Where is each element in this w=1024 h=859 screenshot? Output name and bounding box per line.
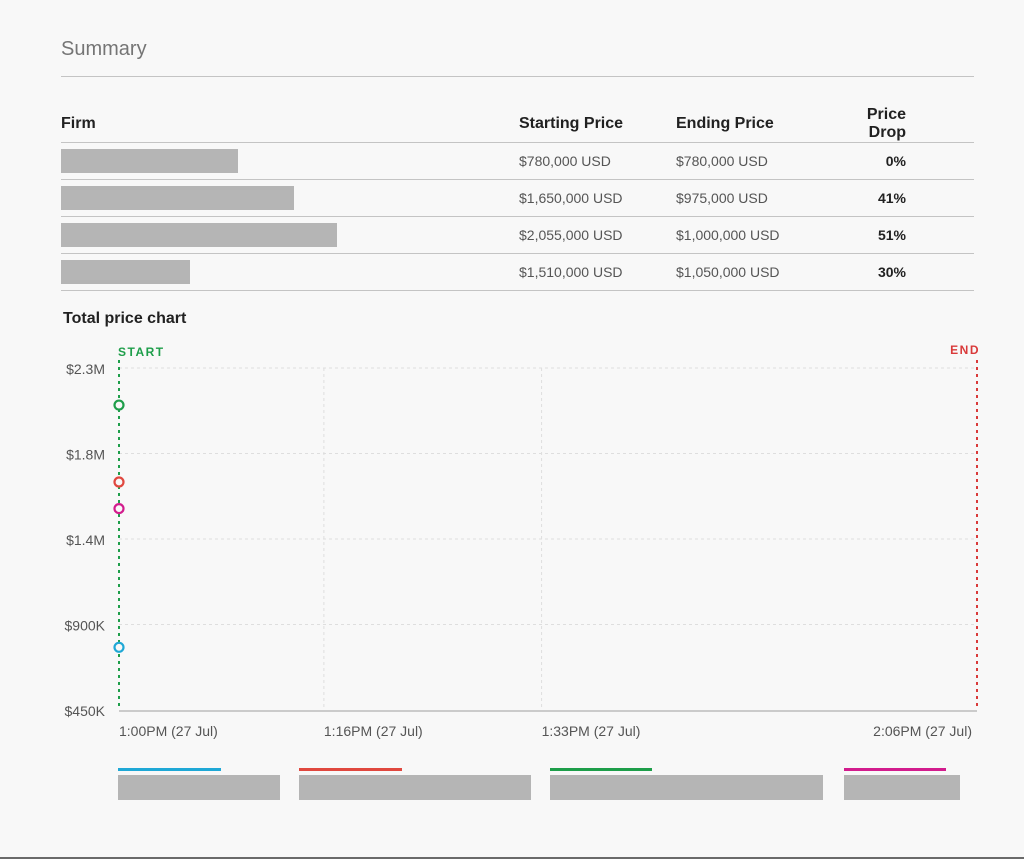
starting-price-cell: $780,000 USD [519, 142, 676, 180]
y-tick-label: $450K [65, 703, 106, 719]
data-point [113, 476, 125, 488]
y-tick-label: $2.3M [66, 361, 105, 377]
starting-price-cell: $2,055,000 USD [519, 216, 676, 254]
summary-divider [61, 76, 974, 77]
firm-cell [61, 253, 519, 291]
legend-color-swatch [118, 768, 221, 771]
data-point [113, 399, 125, 411]
header-price-drop: Price Drop [826, 106, 974, 143]
starting-price-cell: $1,650,000 USD [519, 179, 676, 217]
x-tick-label: 2:06PM (27 Jul) [873, 723, 972, 739]
redacted-firm-name [61, 149, 238, 173]
y-tick-label: $1.8M [66, 447, 105, 463]
bottom-divider [0, 857, 1024, 859]
price-table: Firm Starting Price Ending Price Price D… [61, 106, 974, 291]
x-tick-label: 1:33PM (27 Jul) [542, 723, 641, 739]
table-row: $1,650,000 USD $975,000 USD 41% [61, 179, 974, 217]
header-starting-price: Starting Price [519, 106, 676, 143]
firm-cell [61, 216, 519, 254]
chart-title: Total price chart [63, 310, 187, 327]
redacted-legend-label [550, 775, 823, 800]
ending-price-cell: $1,000,000 USD [676, 216, 826, 254]
price-chart: $450K $900K $1.4M $1.8M $2.3M 1:00PM (27 Jul)… [65, 343, 980, 739]
header-ending-price: Ending Price [676, 106, 826, 143]
table-header-row: Firm Starting Price Ending Price Price D… [61, 106, 974, 143]
summary-title: Summary [61, 38, 147, 60]
price-drop-cell: 51% [826, 216, 974, 254]
legend-color-swatch [844, 768, 946, 771]
y-tick-label: $900K [65, 618, 106, 634]
price-drop-cell: 30% [826, 253, 974, 291]
table-row: $780,000 USD $780,000 USD 0% [61, 142, 974, 180]
start-label: START [118, 345, 165, 359]
legend-color-swatch [299, 768, 402, 771]
data-point [113, 503, 125, 515]
price-drop-cell: 0% [826, 142, 974, 180]
firm-cell [61, 179, 519, 217]
table-row: $1,510,000 USD $1,050,000 USD 30% [61, 253, 974, 291]
redacted-legend-label [299, 775, 531, 800]
header-firm: Firm [61, 106, 519, 143]
x-tick-label: 1:00PM (27 Jul) [119, 723, 218, 739]
y-tick-label: $1.4M [66, 532, 105, 548]
redacted-firm-name [61, 186, 294, 210]
end-label: END [950, 343, 980, 357]
price-drop-cell: 41% [826, 179, 974, 217]
ending-price-cell: $780,000 USD [676, 142, 826, 180]
data-point [113, 641, 125, 653]
x-tick-label: 1:16PM (27 Jul) [324, 723, 423, 739]
redacted-firm-name [61, 223, 337, 247]
redacted-firm-name [61, 260, 190, 284]
legend-item [299, 768, 531, 800]
legend-item [844, 768, 960, 800]
firm-cell [61, 142, 519, 180]
redacted-legend-label [844, 775, 960, 800]
table-row: $2,055,000 USD $1,000,000 USD 51% [61, 216, 974, 254]
legend-item [118, 768, 280, 800]
legend-item [550, 768, 823, 800]
legend-color-swatch [550, 768, 652, 771]
starting-price-cell: $1,510,000 USD [519, 253, 676, 291]
redacted-legend-label [118, 775, 280, 800]
ending-price-cell: $975,000 USD [676, 179, 826, 217]
ending-price-cell: $1,050,000 USD [676, 253, 826, 291]
